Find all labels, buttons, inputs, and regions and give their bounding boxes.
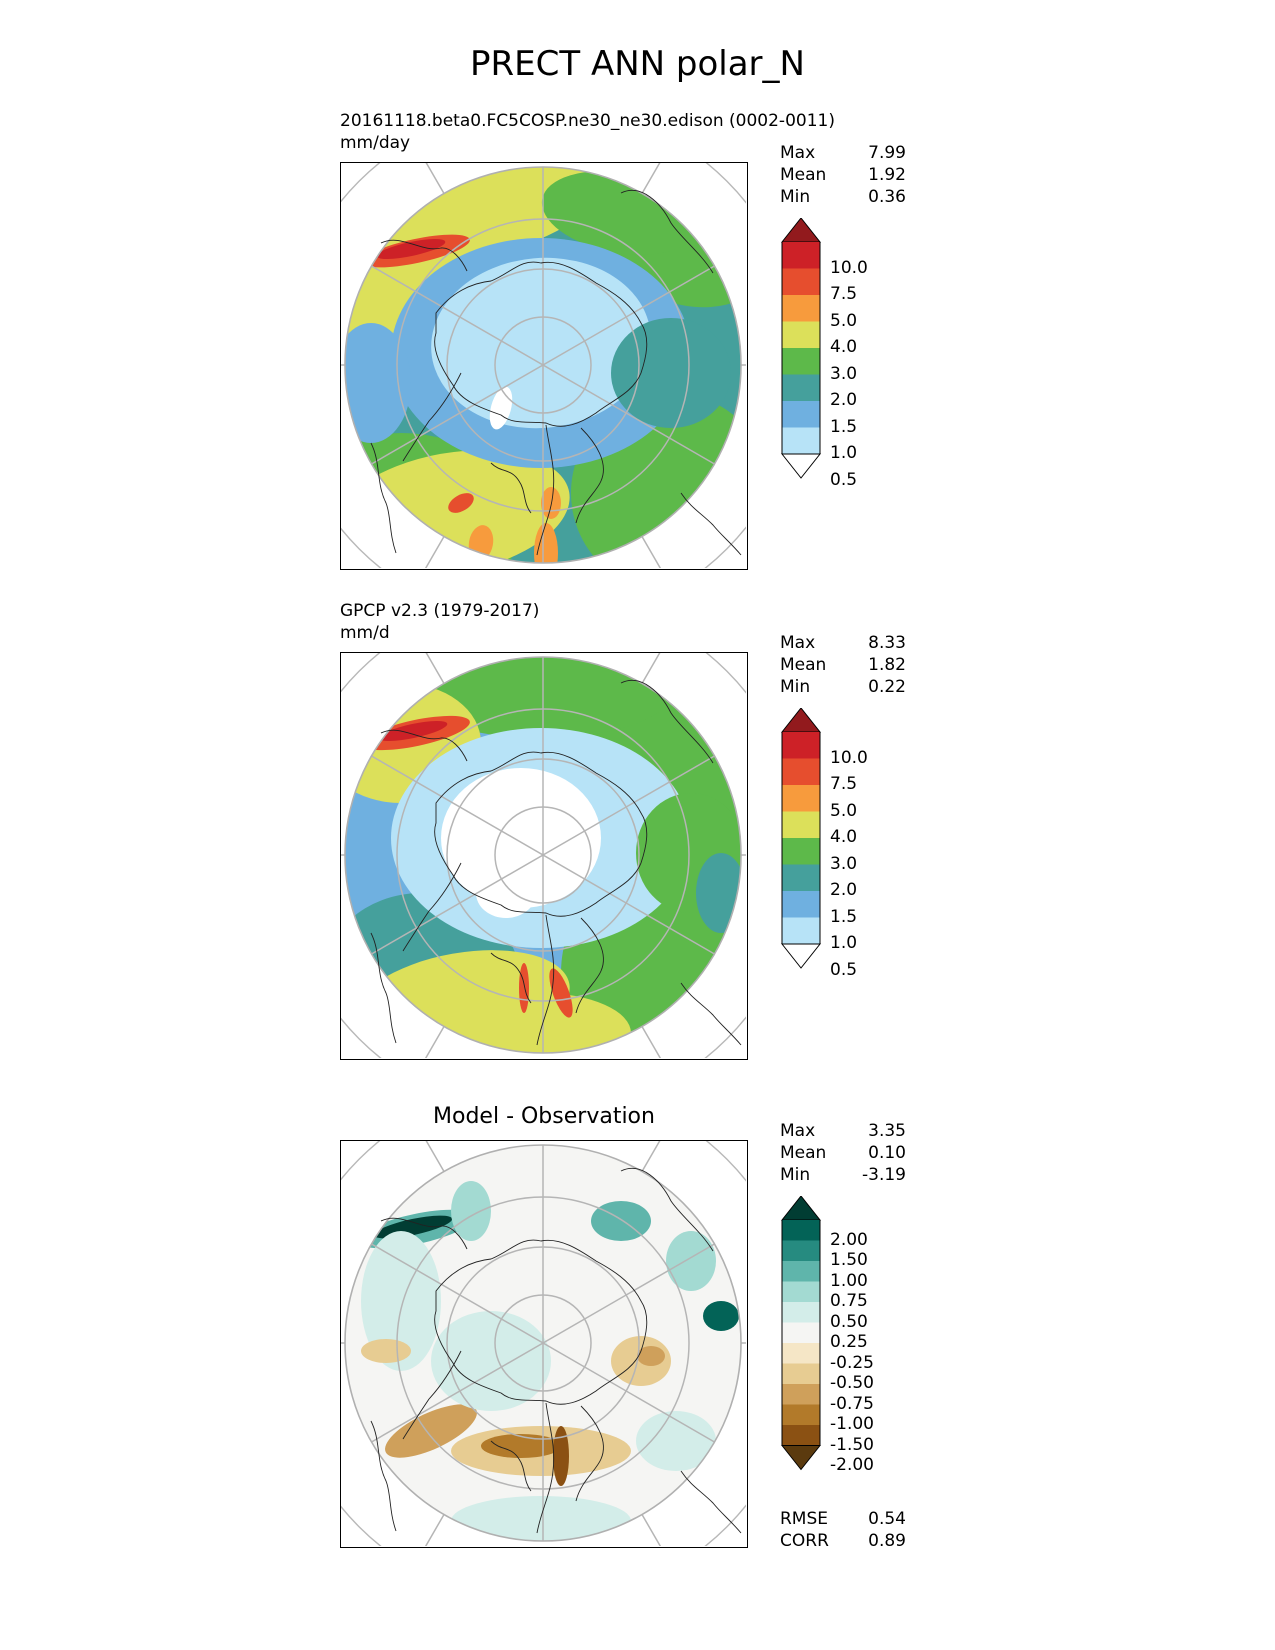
colorbar-swatch (782, 1322, 820, 1343)
colorbar-swatch (782, 1425, 820, 1446)
model-colorbar-swatches (780, 217, 822, 479)
colorbar-tick-label: 5.0 (830, 310, 858, 331)
diff-rmse: RMSE 0.54 (780, 1509, 906, 1529)
model-stat-max: Max 7.99 (780, 143, 906, 163)
colorbar-tick-label: -0.50 (830, 1373, 874, 1393)
colorbar-swatch (782, 1261, 820, 1282)
colorbar-swatch (782, 1363, 820, 1384)
obs-subtitle: GPCP v2.3 (1979-2017) mm/d (340, 600, 539, 644)
diff-stats: Max 3.35 Mean 0.10 Min -3.19 (780, 1120, 906, 1186)
colorbar-swatch (782, 1302, 820, 1323)
diff-stat-max: Max 3.35 (780, 1121, 906, 1141)
colorbar-tick-label: -1.00 (830, 1414, 874, 1434)
colorbar-swatch (782, 758, 820, 785)
obs-stat-min: Min 0.22 (780, 677, 906, 697)
diff-map (340, 1140, 748, 1548)
colorbar-tick-label: 3.0 (830, 363, 858, 384)
colorbar-tick-label: -2.00 (830, 1455, 874, 1475)
model-stats: Max 7.99 Mean 1.92 Min 0.36 (780, 142, 906, 208)
colorbar-tick-label: 10.0 (830, 257, 868, 278)
colorbar-swatch (782, 1343, 820, 1364)
colorbar-tick-label: 1.5 (830, 906, 858, 927)
colorbar-extend-max (780, 1195, 822, 1221)
colorbar-swatch (782, 427, 820, 454)
diff-corr: CORR 0.89 (780, 1531, 906, 1551)
colorbar-swatch (782, 295, 820, 322)
colorbar-tick-label: 0.50 (830, 1311, 868, 1332)
diff-colorbar-swatches (780, 1195, 822, 1471)
colorbar-swatch (782, 785, 820, 812)
model-units: mm/day (340, 133, 411, 153)
colorbar-swatch (782, 1281, 820, 1302)
colorbar-tick-label: 7.5 (830, 774, 858, 794)
diff-title: Model - Observation (433, 1104, 655, 1129)
colorbar-tick-label: 1.50 (830, 1250, 868, 1270)
colorbar-tick-label: -0.75 (830, 1393, 874, 1414)
colorbar-swatch (782, 732, 820, 759)
diff-metrics: RMSE 0.54 CORR 0.89 (780, 1508, 906, 1552)
colorbar-tick-label: 5.0 (830, 800, 858, 821)
obs-stat-mean: Mean 1.82 (780, 655, 906, 675)
colorbar-tick-label: 0.25 (830, 1332, 868, 1352)
colorbar-swatch (782, 1240, 820, 1261)
diff-colorbar: 2.00 1.50 1.00 0.75 0.50 0.25 -0.25 -0.50 -0.75-… (780, 1195, 900, 1476)
colorbar-swatch (782, 348, 820, 375)
obs-units: mm/d (340, 623, 390, 643)
colorbar-tick-label: 4.0 (830, 827, 858, 847)
colorbar-extend-min (780, 943, 822, 969)
obs-stat-max: Max 8.33 (780, 633, 906, 653)
obs-colorbar: 10.0 7.5 5.0 4.0 3.0 2.0 1.5 1.0 0.5 (780, 707, 900, 1008)
colorbar-swatch (782, 1220, 820, 1241)
figure-title: PRECT ANN polar_N (470, 44, 805, 84)
colorbar-swatch (782, 401, 820, 428)
colorbar-tick-label: 1.0 (830, 443, 858, 463)
model-subtitle: 20161118.beta0.FC5COSP.ne30_ne30.edison … (340, 110, 835, 154)
model-stat-mean: Mean 1.92 (780, 165, 906, 185)
obs-map (340, 652, 748, 1060)
colorbar-swatch (782, 1404, 820, 1425)
colorbar-tick-label: 1.00 (830, 1270, 868, 1291)
colorbar-swatch (782, 321, 820, 348)
colorbar-swatch (782, 811, 820, 838)
obs-colorbar-swatches (780, 707, 822, 969)
colorbar-tick-label: 7.5 (830, 284, 858, 304)
colorbar-swatch (782, 374, 820, 401)
colorbar-tick-label: 0.75 (830, 1291, 868, 1311)
colorbar-tick-label: 10.0 (830, 747, 868, 768)
diff-stat-mean: Mean 0.10 (780, 1143, 906, 1163)
colorbar-tick-label: -0.25 (830, 1352, 874, 1373)
colorbar-tick-label: -1.50 (830, 1434, 874, 1455)
obs-stats: Max 8.33 Mean 1.82 Min 0.22 (780, 632, 906, 698)
colorbar-tick-label: 3.0 (830, 853, 858, 874)
colorbar-tick-label: 0.5 (830, 959, 858, 980)
colorbar-extend-max (780, 707, 822, 733)
colorbar-swatch (782, 838, 820, 865)
colorbar-extend-max (780, 217, 822, 243)
colorbar-extend-min (780, 453, 822, 479)
colorbar-swatch (782, 917, 820, 944)
diff-stat-min: Min -3.19 (780, 1165, 906, 1185)
colorbar-tick-label: 1.5 (830, 416, 858, 437)
colorbar-tick-label: 2.0 (830, 880, 858, 900)
colorbar-swatch (782, 864, 820, 891)
obs-subtitle-line-1: GPCP v2.3 (1979-2017) (340, 601, 540, 621)
colorbar-tick-label: 2.00 (830, 1229, 868, 1250)
colorbar-swatch (782, 268, 820, 295)
colorbar-swatch (782, 891, 820, 918)
colorbar-swatch (782, 242, 820, 269)
colorbar-swatch (782, 1384, 820, 1405)
colorbar-tick-label: 1.0 (830, 933, 858, 953)
colorbar-extend-min (780, 1445, 822, 1471)
colorbar-tick-label: 0.5 (830, 469, 858, 490)
model-subtitle-line-1: 20161118.beta0.FC5COSP.ne30_ne30.edison … (340, 111, 835, 131)
model-stat-min: Min 0.36 (780, 187, 906, 207)
model-colorbar: 10.0 7.5 5.0 4.0 3.0 2.0 1.5 1.0 0.5 (780, 217, 900, 518)
model-map (340, 162, 748, 570)
colorbar-tick-label: 4.0 (830, 337, 858, 357)
colorbar-tick-label: 2.0 (830, 390, 858, 410)
